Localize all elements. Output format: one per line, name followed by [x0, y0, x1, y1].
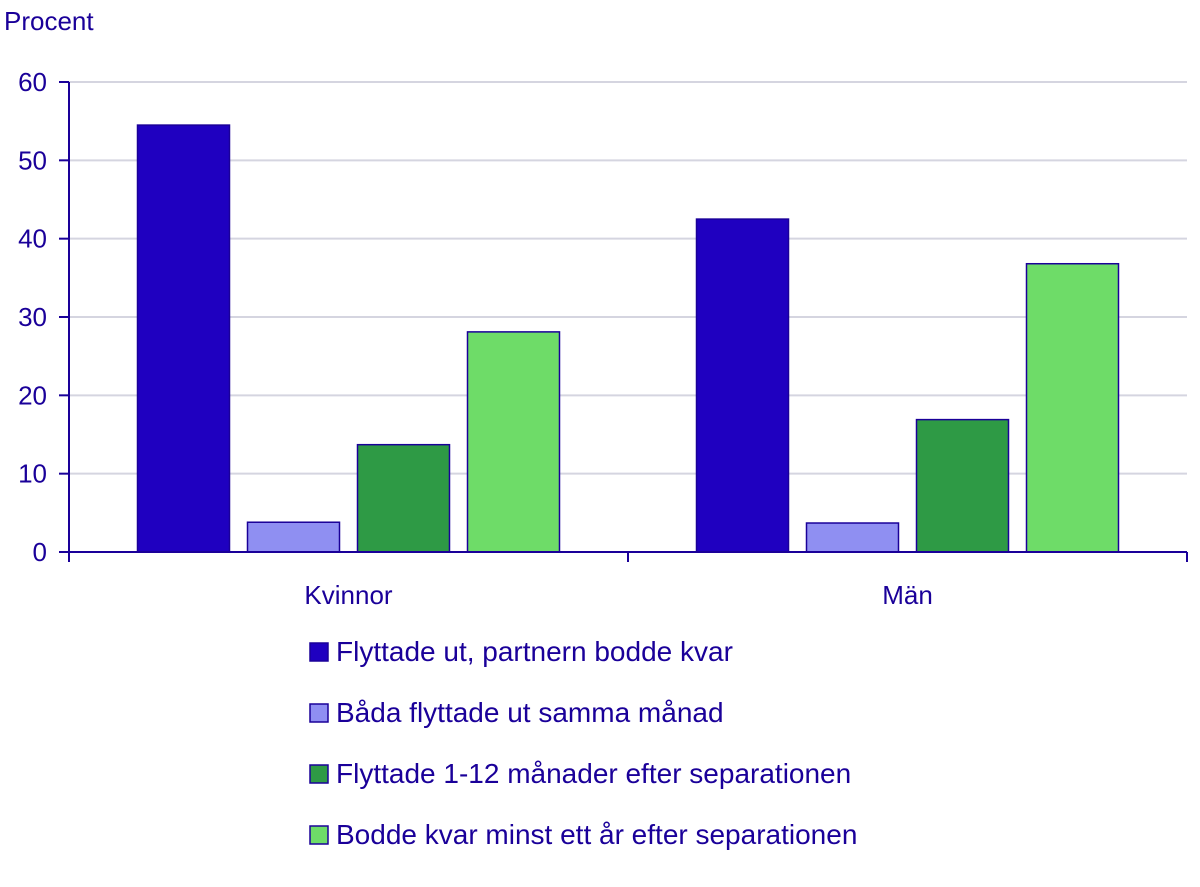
x-category-label: Kvinnor — [304, 580, 392, 610]
gridlines — [69, 81, 1187, 475]
y-tick-label: 0 — [33, 537, 47, 567]
bar-man-series-1 — [695, 218, 790, 553]
legend-label: Flyttade ut, partnern bodde kvar — [336, 636, 733, 667]
y-tick-label: 50 — [18, 145, 47, 175]
bar-man-series-2 — [805, 522, 900, 553]
bar-man-series-4 — [1025, 262, 1120, 553]
y-tick-label: 60 — [18, 67, 47, 97]
axes — [59, 81, 1188, 562]
y-tick-label: 40 — [18, 224, 47, 254]
legend-swatch — [309, 825, 329, 845]
bar-kvinnor-series-4 — [466, 331, 561, 553]
bar-kvinnor-series-3 — [356, 443, 451, 553]
bar-man-series-3 — [915, 418, 1010, 553]
legend-label: Flyttade 1-12 månader efter separationen — [336, 758, 851, 789]
legend-item: Flyttade ut, partnern bodde kvar — [309, 636, 733, 667]
y-axis-label: Procent — [4, 6, 94, 36]
legend-item: Flyttade 1-12 månader efter separationen — [309, 758, 851, 789]
legend-swatch — [309, 642, 329, 662]
legend-label: Bodde kvar minst ett år efter separation… — [336, 819, 857, 850]
legend-item: Bodde kvar minst ett år efter separation… — [309, 819, 857, 850]
y-tick-label: 30 — [18, 302, 47, 332]
legend-swatch — [309, 764, 329, 784]
legend-label: Båda flyttade ut samma månad — [336, 697, 724, 728]
bar-kvinnor-series-1 — [136, 124, 231, 553]
bars — [136, 124, 1120, 553]
y-tick-label: 10 — [18, 459, 47, 489]
legend: Flyttade ut, partnern bodde kvar Båda fly… — [309, 636, 857, 850]
y-tick-labels: 0 10 20 30 40 50 60 — [18, 67, 47, 567]
x-category-labels: Kvinnor Män — [304, 580, 932, 610]
legend-item: Båda flyttade ut samma månad — [309, 697, 724, 728]
legend-swatch — [309, 703, 329, 723]
y-tick-label: 20 — [18, 380, 47, 410]
x-category-label: Män — [882, 580, 933, 610]
bar-kvinnor-series-2 — [246, 521, 341, 553]
